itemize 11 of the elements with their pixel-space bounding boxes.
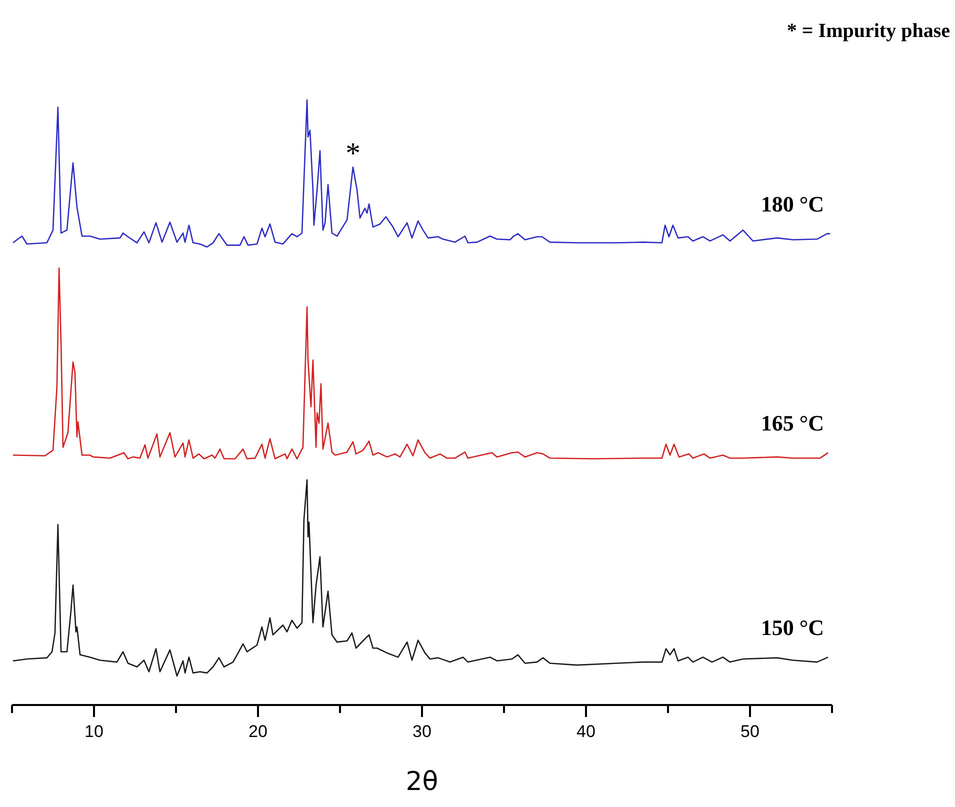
x-tick-label: 50 (740, 722, 760, 741)
x-tick-label: 40 (576, 722, 596, 741)
series-label: 150 °C (760, 615, 824, 640)
x-axis-title: 2θ (406, 767, 438, 797)
x-tick-label: 30 (412, 722, 432, 741)
x-tick-label: 20 (248, 722, 268, 741)
text: * = Impurity phase (786, 20, 950, 42)
series-label: 180 °C (760, 192, 824, 217)
series-label: 165 °C (760, 410, 824, 436)
annotation: * (345, 137, 360, 170)
x-tick-label: 10 (84, 722, 104, 741)
